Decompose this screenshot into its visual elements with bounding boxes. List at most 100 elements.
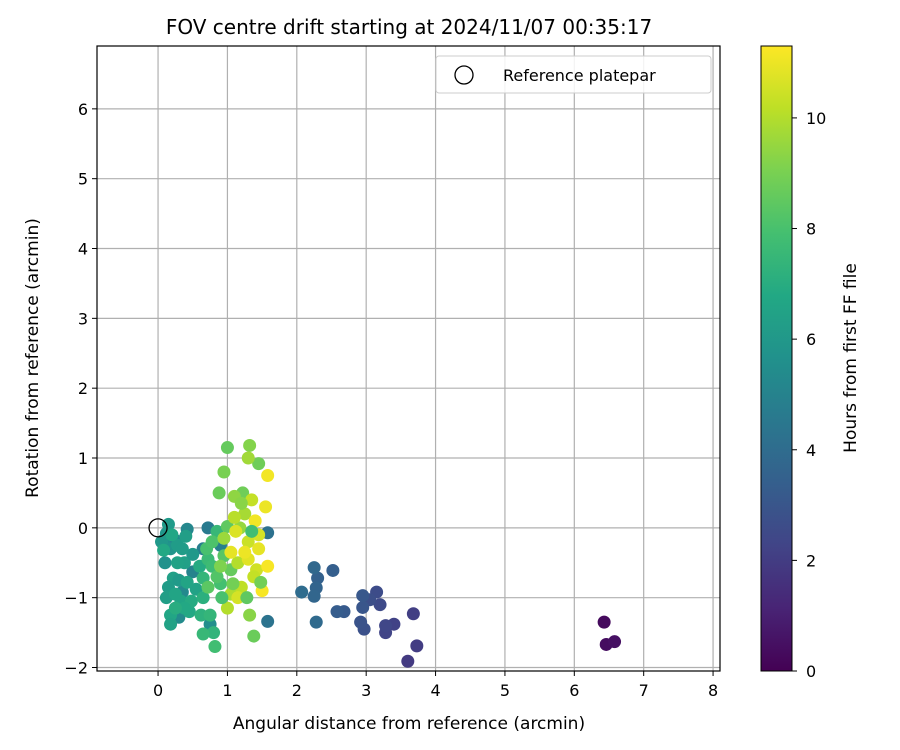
scatter-point: [238, 545, 252, 559]
x-axis-label: Angular distance from reference (arcmin): [233, 714, 585, 734]
scatter-point: [330, 605, 344, 619]
scatter-point: [220, 441, 234, 455]
scatter-point: [379, 619, 393, 633]
scatter-point: [356, 589, 370, 603]
scatter-point: [170, 556, 184, 570]
scatter-point: [252, 457, 266, 471]
colorbar-tick-label: 10: [806, 109, 826, 128]
scatter-point: [241, 451, 255, 465]
colorbar: [760, 45, 793, 672]
y-tick-label: 0: [78, 519, 88, 538]
scatter-point: [157, 543, 171, 557]
scatter-point: [608, 635, 622, 649]
y-tick-label: −1: [64, 589, 88, 608]
scatter-point: [373, 598, 387, 612]
x-tick-label: 3: [361, 681, 371, 700]
scatter-point: [410, 639, 424, 653]
scatter-point: [180, 575, 194, 589]
scatter-point: [248, 514, 262, 528]
scatter-point: [261, 468, 275, 482]
x-tick-label: 8: [708, 681, 718, 700]
scatter-point: [205, 535, 219, 549]
scatter-point: [259, 500, 273, 514]
scatter-point: [168, 601, 182, 615]
scatter-point: [240, 591, 254, 605]
scatter-point: [231, 591, 245, 605]
reference-platepar-marker: [148, 518, 168, 538]
scatter-point: [307, 589, 321, 603]
scatter-point: [311, 571, 325, 585]
scatter-point: [227, 510, 241, 524]
legend-box: [435, 55, 712, 94]
scatter-point: [203, 608, 217, 622]
x-tick-label: 2: [292, 681, 302, 700]
legend-label: Reference platepar: [503, 66, 656, 85]
scatter-point: [208, 640, 222, 654]
scatter-point: [217, 465, 231, 479]
colorbar-ticks: 0 2 4 6 8 10: [792, 109, 826, 681]
scatter-point: [164, 617, 178, 631]
scatter-point: [245, 524, 259, 538]
scatter-point: [212, 486, 226, 500]
x-tick-label: 0: [153, 681, 163, 700]
scatter-point: [261, 559, 275, 573]
scatter-point: [245, 493, 259, 507]
scatter-point: [261, 614, 275, 628]
scatter-point: [254, 575, 268, 589]
x-tick-label: 5: [500, 681, 510, 700]
scatter-point: [168, 587, 182, 601]
colorbar-tick-label: 0: [806, 662, 816, 681]
x-tick-label: 4: [430, 681, 440, 700]
y-tick-label: 5: [78, 170, 88, 189]
scatter-point: [354, 615, 368, 629]
reference-marker: [148, 518, 168, 538]
legend: Reference platepar: [435, 55, 712, 94]
scatter-point: [194, 608, 208, 622]
scatter-point: [243, 438, 257, 452]
scatter-point: [179, 529, 193, 543]
data-points: [155, 438, 622, 668]
scatter-point: [224, 545, 238, 559]
scatter-point: [231, 556, 245, 570]
y-tick-label: 4: [78, 240, 88, 259]
chart-title: FOV centre drift starting at 2024/11/07 …: [166, 15, 652, 39]
scatter-point: [175, 542, 189, 556]
scatter-point: [241, 535, 255, 549]
scatter-point: [252, 542, 266, 556]
legend-marker: [454, 65, 474, 85]
scatter-point: [326, 563, 340, 577]
scatter-point: [243, 608, 257, 622]
plot-frame: [96, 45, 721, 672]
y-tick-label: 2: [78, 379, 88, 398]
colorbar-tick-label: 2: [806, 551, 816, 570]
scatter-point: [247, 629, 261, 643]
scatter-point: [210, 570, 224, 584]
y-tick-label: −2: [64, 659, 88, 678]
scatter-point: [238, 507, 252, 521]
y-axis-label: Rotation from reference (arcmin): [23, 218, 43, 498]
x-tick-label: 1: [222, 681, 232, 700]
scatter-point: [295, 585, 309, 599]
scatter-point: [217, 531, 231, 545]
scatter-point: [401, 654, 415, 668]
scatter-point: [356, 600, 370, 614]
y-axis-ticks: −2 −1 0 1 2 3 4 5 6: [64, 100, 97, 678]
scatter-point: [234, 496, 248, 510]
scatter-point: [406, 607, 420, 621]
scatter-point: [213, 559, 227, 573]
y-tick-label: 6: [78, 100, 88, 119]
scatter-point: [309, 615, 323, 629]
scatter-point: [177, 601, 191, 615]
x-axis-ticks: 0 1 2 3 4 5 6 7 8: [153, 671, 718, 700]
x-tick-label: 6: [569, 681, 579, 700]
scatter-point: [226, 577, 240, 591]
scatter-point: [207, 626, 221, 640]
colorbar-tick-label: 8: [806, 220, 816, 239]
scatter-point: [165, 528, 179, 542]
y-tick-label: 1: [78, 449, 88, 468]
scatter-point: [220, 601, 234, 615]
scatter-point: [196, 627, 210, 641]
scatter-point: [201, 580, 215, 594]
colorbar-label: Hours from first FF file: [841, 263, 861, 453]
